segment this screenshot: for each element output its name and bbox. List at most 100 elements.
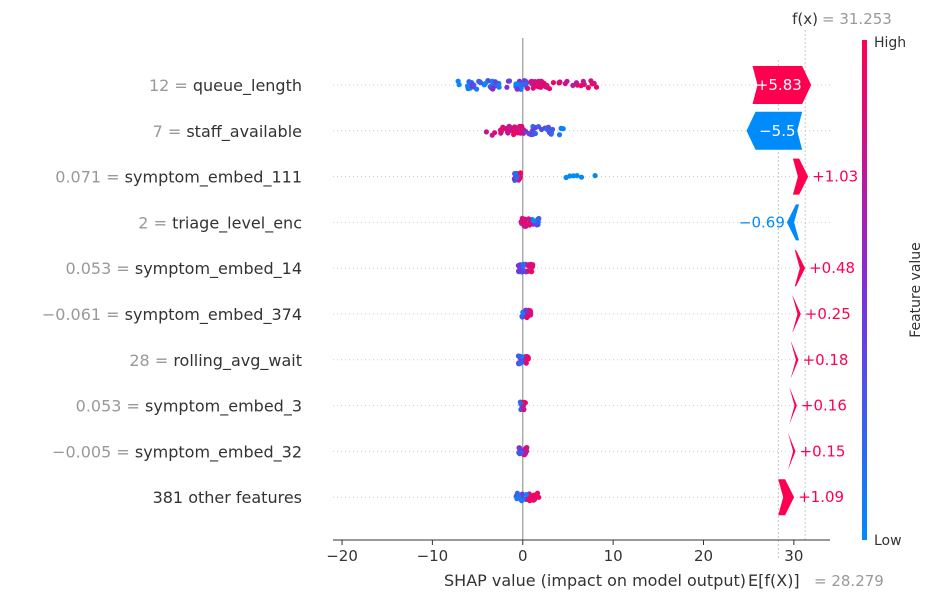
waterfall-arrow <box>746 111 803 150</box>
shap-dot <box>520 261 526 267</box>
waterfall-arrow <box>792 296 801 332</box>
shap-dot <box>528 131 534 138</box>
shap-dot <box>456 82 462 88</box>
base-value-label: E[f(X)] <box>748 571 800 590</box>
shap-dot <box>517 170 524 176</box>
contribution-label: +0.15 <box>800 442 846 460</box>
contribution-label: +1.09 <box>798 488 844 506</box>
shap-dot <box>517 451 523 457</box>
colorbar-low-label: Low <box>874 533 902 549</box>
feature-name: staff_available <box>186 121 302 141</box>
shap-dot <box>464 83 471 89</box>
shap-dot <box>496 84 502 90</box>
shap-dot <box>578 174 585 180</box>
feature-name: triage_level_enc <box>172 213 302 233</box>
shap-dot <box>592 173 598 179</box>
shap-dot <box>578 83 584 89</box>
feature-name: symptom_embed_14 <box>135 259 302 279</box>
shap-dot <box>482 80 489 86</box>
shap-dot <box>490 85 496 91</box>
shap-dot <box>560 126 566 132</box>
feature-name: symptom_embed_3 <box>145 396 302 416</box>
colorbar-high-label: High <box>874 35 906 51</box>
shap-dot <box>536 215 542 222</box>
feature-value: 12 = <box>149 76 193 95</box>
feature-value: 0.053 = <box>65 259 134 278</box>
shap-dot <box>550 80 557 86</box>
shap-dot <box>471 82 477 88</box>
reference-lines <box>522 30 806 558</box>
shap-dot <box>519 358 525 364</box>
feature-name: symptom_embed_374 <box>125 305 302 325</box>
shap-dot <box>591 80 597 87</box>
shap-dot <box>527 222 533 228</box>
shap-dot <box>531 218 538 224</box>
output-value: = 31.253 <box>822 10 892 28</box>
feature-label: 381 other features <box>153 488 302 507</box>
shap-dot <box>535 84 541 90</box>
shap-dot <box>525 85 531 91</box>
shap-dot <box>498 128 504 135</box>
feature-label: 2 = triage_level_enc <box>138 213 302 233</box>
shap-dot <box>524 448 530 454</box>
shap-dot <box>515 263 522 269</box>
shap-dot <box>504 84 510 90</box>
feature-label: −0.005 = symptom_embed_32 <box>52 442 302 462</box>
shap-dot <box>534 222 540 228</box>
shap-dot <box>529 78 535 84</box>
shap-dot <box>511 124 518 130</box>
feature-label: 0.071 = symptom_embed_111 <box>55 167 302 187</box>
shap-dot <box>524 314 530 321</box>
shap-dot <box>514 496 520 502</box>
colorbar-title: Feature value <box>908 242 924 338</box>
shap-dot <box>545 124 552 130</box>
waterfall-arrow <box>752 66 812 104</box>
shap-dot <box>525 356 531 362</box>
feature-value: 7 = <box>153 121 187 140</box>
shap-dot <box>549 127 555 133</box>
feature-label: −0.061 = symptom_embed_374 <box>42 305 302 325</box>
feature-value: 0.053 = <box>76 396 145 415</box>
feature-value: 0.071 = <box>55 167 124 186</box>
contribution-label: +0.25 <box>805 305 851 323</box>
x-tick-label: −10 <box>417 547 449 565</box>
waterfall-arrow <box>778 479 795 516</box>
feature-value: −0.061 = <box>42 305 125 324</box>
feature-name: rolling_avg_wait <box>173 350 302 370</box>
shap-dot <box>541 80 547 86</box>
shap-dot <box>574 173 580 179</box>
x-tick-label: 30 <box>784 547 803 565</box>
shap-dot <box>515 130 521 136</box>
feature-label: 0.053 = symptom_embed_3 <box>76 396 302 416</box>
shap-dot <box>525 268 531 274</box>
x-axis-title: SHAP value (impact on model output) <box>444 571 746 590</box>
contribution-label: −5.5 <box>759 122 795 140</box>
output-label: f(x) <box>792 10 818 28</box>
feature-value: −0.005 = <box>52 442 135 461</box>
x-tick-label: 0 <box>518 547 528 565</box>
waterfall-arrow <box>790 341 799 378</box>
shap-dot <box>585 85 592 91</box>
contribution-label: +5.83 <box>756 76 802 94</box>
x-tick-label: 10 <box>604 547 623 565</box>
feature-name: 381 other features <box>153 488 302 507</box>
shap-dot <box>564 78 570 84</box>
shap-dot <box>523 307 529 313</box>
x-tick-label: 20 <box>694 547 713 565</box>
shap-dot <box>520 403 526 409</box>
shap-dot <box>516 81 522 88</box>
contribution-label: +0.16 <box>801 397 847 415</box>
feature-value: 2 = <box>138 213 172 232</box>
shap-dot <box>573 80 580 86</box>
waterfall-arrows: +5.83 −5.5 +1.03 −0.69 +0.48 +0.25 +0.18 +0.16 +… <box>739 66 858 516</box>
shap-dot <box>489 132 495 138</box>
shap-dot <box>532 125 538 131</box>
feature-name: symptom_embed_32 <box>135 442 302 462</box>
feature-label: 12 = queue_length <box>149 76 302 96</box>
shap-dot <box>556 80 562 86</box>
contribution-label: +0.18 <box>803 351 849 369</box>
waterfall-arrow <box>794 250 806 287</box>
shap-dot <box>476 78 482 84</box>
feature-label: 0.053 = symptom_embed_14 <box>65 259 302 279</box>
